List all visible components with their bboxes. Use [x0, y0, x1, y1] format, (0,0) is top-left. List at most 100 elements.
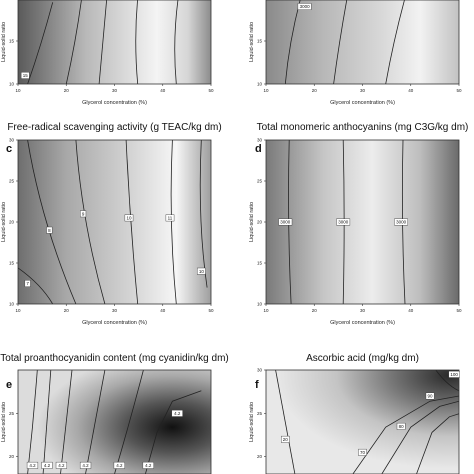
x-tick-label: 40 — [408, 88, 414, 93]
contour-lines — [275, 370, 459, 474]
x-axis-label: Glycerol concentration (%) — [82, 320, 147, 326]
contour-label: 3000 — [300, 4, 311, 9]
contour-line — [27, 2, 54, 84]
x-tick-label: 30 — [360, 308, 366, 313]
y-tick-label: 25 — [257, 411, 263, 416]
contour-surface — [266, 140, 459, 304]
y-axis-label: Liquid-solid ratio — [249, 22, 255, 62]
y-tick-label: 15 — [257, 39, 263, 44]
contour-label: 3000 — [280, 220, 291, 225]
x-axis-label: Glycerol concentration (%) — [82, 100, 147, 106]
contour-label-box — [425, 392, 435, 400]
contour-label: 9 — [82, 211, 85, 216]
contour-line — [352, 395, 459, 474]
contour-label: 80 — [399, 424, 405, 429]
panel-title: Total monomeric anthocyanins (mg C3G/kg … — [257, 122, 469, 133]
x-tick-label: 40 — [160, 308, 166, 313]
contour-label: 90 — [428, 394, 434, 399]
contour-label-box — [336, 218, 351, 226]
x-tick-label: 30 — [112, 308, 118, 313]
contour-line — [416, 413, 459, 474]
contour-label: 10 — [126, 216, 132, 221]
x-tick-label: 40 — [408, 308, 414, 313]
contour-label: 4.2 — [58, 463, 65, 468]
contour-label-box — [197, 267, 206, 275]
x-tick-label: 30 — [360, 88, 366, 93]
contour-label-box — [46, 226, 53, 234]
y-tick-label: 10 — [257, 82, 263, 87]
contour-label: 4.2 — [116, 463, 123, 468]
panel-title: Free-radical scavenging activity (g TEAC… — [7, 122, 221, 133]
contour-label: 4.2 — [145, 463, 152, 468]
panel-a: 10 20 30 40 50 10 15 Glycerol concentration (%)… — [1, 0, 214, 106]
y-tick-label: 15 — [9, 261, 15, 266]
contour-label: 100 — [450, 372, 458, 377]
x-tick-label: 20 — [312, 88, 318, 93]
y-tick-label: 30 — [257, 138, 263, 143]
contour-label-box — [55, 461, 68, 469]
contour-surface — [18, 0, 211, 84]
y-axis-label: Liquid-solid ratio — [1, 402, 7, 442]
contour-line — [385, 0, 405, 84]
y-tick-label: 25 — [257, 179, 263, 184]
contour-line — [18, 267, 54, 304]
contour-line — [174, 0, 179, 84]
contour-line — [65, 0, 82, 84]
contour-label-box — [26, 461, 39, 469]
y-tick-label: 10 — [9, 302, 15, 307]
y-tick-label: 25 — [9, 411, 15, 416]
y-axis-label: Liquid-solid ratio — [1, 22, 7, 62]
contour-label: 20 — [283, 437, 289, 442]
contour-label-box — [358, 448, 367, 456]
y-tick-label: 10 — [257, 302, 263, 307]
contour-line — [27, 140, 77, 304]
contour-label-box — [396, 422, 406, 430]
x-tick-label: 30 — [112, 88, 118, 93]
contour-label: 70 — [360, 450, 366, 455]
contour-line — [275, 370, 296, 474]
y-tick-label: 15 — [9, 39, 15, 44]
x-tick-label: 10 — [15, 308, 21, 313]
contour-label-box — [281, 435, 290, 443]
contour-label: 10 — [199, 269, 205, 274]
contour-label: 4.2 — [174, 411, 181, 416]
x-tick-label: 10 — [15, 88, 21, 93]
y-axis-label: Liquid-solid ratio — [249, 202, 255, 242]
y-tick-label: 25 — [9, 179, 15, 184]
panel-f: 20 25 30 Liquid-solid ratio Ascorbic acid (m… — [249, 353, 460, 474]
x-tick-label: 20 — [64, 88, 70, 93]
panel-title: Ascorbic acid (mg/kg dm) — [306, 353, 419, 364]
plot-frame — [17, 369, 212, 474]
contour-label-box — [171, 409, 183, 417]
contour-line — [333, 0, 348, 84]
contour-label: 8 — [48, 228, 51, 233]
x-tick-label: 20 — [312, 308, 318, 313]
contour-lines — [27, 0, 179, 84]
contour-label-box — [20, 71, 30, 79]
y-tick-label: 10 — [9, 82, 15, 87]
contour-surface — [266, 370, 459, 474]
x-tick-label: 10 — [263, 308, 269, 313]
contour-label: 11 — [168, 216, 173, 221]
x-tick-label: 50 — [456, 308, 462, 313]
panel-letter: f — [255, 379, 259, 391]
contour-label: 3000 — [338, 220, 349, 225]
contour-label: 3000 — [396, 220, 407, 225]
contour-label: 4.2 — [44, 463, 51, 468]
contour-label-box — [278, 218, 293, 226]
x-tick-label: 40 — [160, 88, 166, 93]
x-tick-label: 50 — [456, 88, 462, 93]
panel-c: 10 20 30 40 50 10 15 20 25 30 Glycerol concentrati… — [1, 122, 222, 326]
x-tick-label: 50 — [208, 308, 214, 313]
contour-label-box — [448, 370, 460, 378]
contour-surface — [266, 0, 459, 84]
x-tick-label: 50 — [208, 88, 214, 93]
contour-label-box — [165, 214, 175, 222]
x-tick-label: 10 — [263, 88, 269, 93]
panel-title: Total proanthocyanidin content (mg cyani… — [0, 353, 228, 364]
contour-line — [135, 0, 139, 84]
contour-label-box — [79, 461, 92, 469]
y-tick-label: 30 — [9, 138, 15, 143]
